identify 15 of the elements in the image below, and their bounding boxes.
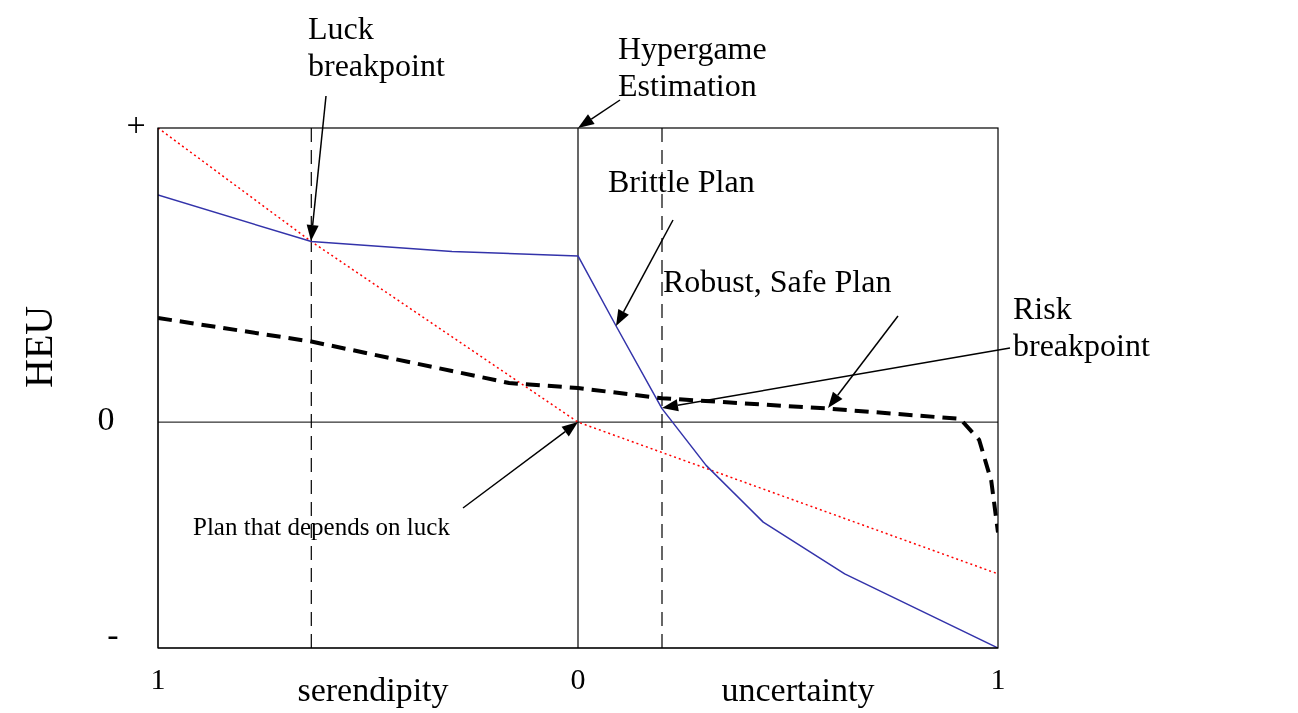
annotation: Plan that depends on luck [193, 513, 451, 542]
x-tick-label: 1 [990, 662, 1006, 696]
annotation: Robust, Safe Plan [663, 263, 893, 300]
text: uncertainty [721, 670, 875, 708]
text: serendipity [297, 670, 449, 708]
text: Risk breakpoint [1013, 290, 1151, 364]
text: Luck breakpoint [308, 10, 446, 84]
text: + [126, 105, 146, 143]
text: 0 [97, 399, 115, 437]
y-axis-title: HEU [16, 305, 62, 388]
annotation: Brittle Plan [608, 163, 756, 200]
x-tick-label: 1 [150, 662, 166, 696]
x-tick-label: 0 [570, 662, 586, 696]
text: - [107, 615, 119, 653]
text: Hypergame Estimation [618, 30, 768, 104]
